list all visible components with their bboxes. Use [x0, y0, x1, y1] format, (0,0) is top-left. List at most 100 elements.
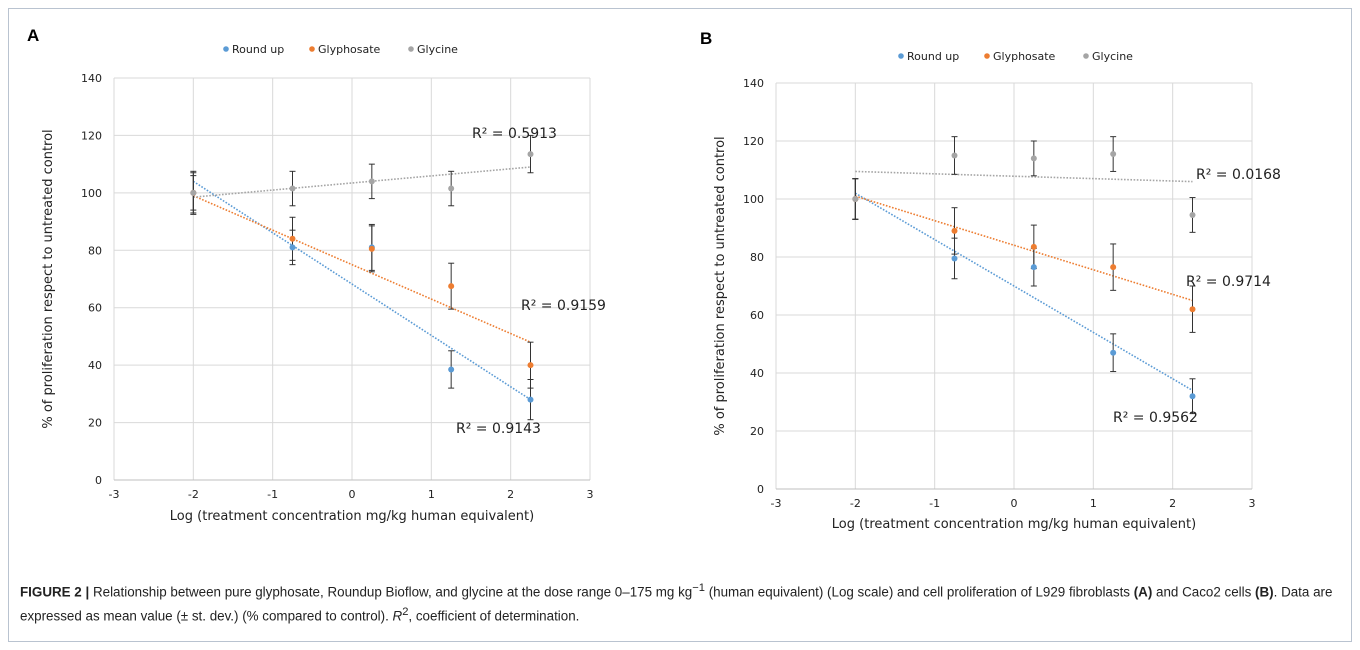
trendline-glycine: [855, 170, 1193, 183]
x-tick-label: -3: [109, 488, 120, 501]
caption-text-2: (human equivalent) (Log scale) and cell …: [704, 584, 1134, 600]
data-point-round-up: [1030, 264, 1037, 271]
y-tick-label: 120: [81, 129, 102, 142]
caption-ref-b: (B): [1255, 584, 1274, 600]
figure-frame: [8, 8, 1352, 642]
data-point-round-up: [1110, 349, 1117, 356]
r2-label-glycine: R² = 0.0168: [1196, 167, 1281, 183]
y-tick-label: 40: [88, 359, 102, 372]
r2-label-round-up: R² = 0.9143: [456, 421, 541, 437]
legend-marker-glyphosate: [984, 53, 990, 59]
x-axis-title: Log (treatment concentration mg/kg human…: [170, 509, 534, 524]
x-axis-title: Log (treatment concentration mg/kg human…: [832, 517, 1196, 532]
legend-label-glycine: Glycine: [1092, 50, 1133, 63]
x-tick-label: -3: [771, 497, 782, 510]
legend-label-round-up: Round up: [907, 50, 959, 63]
y-tick-label: 60: [88, 302, 102, 315]
y-tick-label: 20: [88, 417, 102, 430]
data-point-glycine: [289, 185, 296, 192]
data-point-glyphosate: [448, 283, 455, 290]
caption-superscript: −1: [692, 582, 705, 594]
data-point-glyphosate: [289, 235, 296, 242]
x-tick-label: 2: [507, 488, 514, 501]
legend-label-round-up: Round up: [232, 43, 284, 56]
data-point-glyphosate: [1189, 306, 1196, 313]
x-tick-label: 3: [1249, 497, 1256, 510]
caption-r2-sup: 2: [402, 606, 409, 619]
caption-text-5: , coefficient of determination.: [408, 608, 580, 624]
x-tick-label: 2: [1169, 497, 1176, 510]
caption-text-3: and Caco2 cells: [1152, 584, 1256, 600]
y-tick-label: 140: [743, 77, 764, 90]
data-point-glycine: [190, 189, 197, 196]
data-point-glycine: [368, 178, 375, 185]
caption-r2-symbol: R: [392, 608, 403, 624]
legend-marker-glyphosate: [309, 46, 315, 52]
legend-marker-round-up: [898, 53, 904, 59]
chart-panel-a: A 0 20 40 60 80 100 120 140 -3 -2 -1 0 1 2 3 Log (treatm…: [27, 26, 606, 524]
legend-label-glycine: Glycine: [417, 43, 458, 56]
chart-panel-b: B 0 20 40 60 80 100 120 140 -3 -2 -1 0 1 2 3 Log (treatm…: [700, 29, 1281, 532]
y-axis-title: % of proliferation respect to untreated …: [41, 129, 56, 428]
data-point-glyphosate: [527, 362, 534, 369]
figure-caption: FIGURE 2 | Relationship between pure gly…: [20, 578, 1340, 627]
data-point-glycine: [448, 185, 455, 192]
data-point-glyphosate: [368, 245, 375, 252]
y-tick-label: 60: [750, 309, 764, 322]
r2-label-glycine: R² = 0.5913: [472, 126, 557, 142]
data-point-glycine: [527, 151, 534, 158]
panel-letter-b: B: [700, 29, 712, 48]
data-point-round-up: [1189, 393, 1196, 400]
x-tick-label: 0: [349, 488, 356, 501]
legend-label-glyphosate: Glyphosate: [318, 43, 381, 56]
r2-label-glyphosate: R² = 0.9714: [1186, 274, 1271, 290]
x-tick-label: -2: [188, 488, 199, 501]
trendline-round-up: [192, 180, 531, 401]
y-tick-label: 80: [750, 251, 764, 264]
y-tick-label: 100: [81, 187, 102, 200]
trendline-glycine: [193, 166, 531, 198]
y-tick-label: 40: [750, 367, 764, 380]
data-point-round-up: [289, 244, 296, 251]
trendline-round-up: [854, 192, 1193, 392]
data-point-glycine: [1189, 211, 1196, 218]
data-point-glycine: [951, 152, 958, 159]
x-tick-label: -1: [267, 488, 278, 501]
y-tick-label: 0: [95, 474, 102, 487]
data-point-glycine: [852, 196, 859, 202]
y-tick-label: 100: [743, 193, 764, 206]
r2-label-glyphosate: R² = 0.9159: [521, 298, 606, 314]
trendline-glyphosate: [193, 194, 531, 343]
data-point-glyphosate: [1030, 243, 1037, 250]
x-tick-label: 1: [428, 488, 435, 501]
legend-marker-glycine: [1083, 53, 1089, 59]
y-tick-label: 140: [81, 72, 102, 85]
data-point-glycine: [1030, 155, 1037, 162]
y-tick-label: 20: [750, 425, 764, 438]
data-point-glyphosate: [1110, 264, 1117, 271]
r2-label-round-up: R² = 0.9562: [1113, 410, 1198, 426]
caption-text-4: . Data are expressed as mean value (± st…: [20, 584, 1333, 624]
x-tick-label: 0: [1011, 497, 1018, 510]
caption-text-1: Relationship between pure glyphosate, Ro…: [89, 584, 693, 600]
data-point-round-up: [448, 366, 455, 373]
trendline-glyphosate: [855, 195, 1193, 302]
x-tick-label: 1: [1090, 497, 1097, 510]
legend-marker-glycine: [408, 46, 414, 52]
y-tick-label: 80: [88, 244, 102, 257]
y-axis-title: % of proliferation respect to untreated …: [713, 136, 728, 435]
y-tick-label: 120: [743, 135, 764, 148]
x-tick-label: -2: [850, 497, 861, 510]
data-point-glyphosate: [951, 227, 958, 234]
data-point-glycine: [1110, 151, 1117, 158]
y-tick-label: 0: [757, 483, 764, 496]
legend-label-glyphosate: Glyphosate: [993, 50, 1056, 63]
panel-letter-a: A: [27, 26, 39, 45]
data-point-round-up: [951, 255, 958, 262]
x-tick-label: 3: [587, 488, 594, 501]
caption-label: FIGURE 2 |: [20, 584, 90, 600]
x-tick-label: -1: [929, 497, 940, 510]
data-point-round-up: [527, 396, 534, 403]
caption-ref-a: (A): [1133, 584, 1153, 600]
legend-marker-round-up: [223, 46, 229, 52]
